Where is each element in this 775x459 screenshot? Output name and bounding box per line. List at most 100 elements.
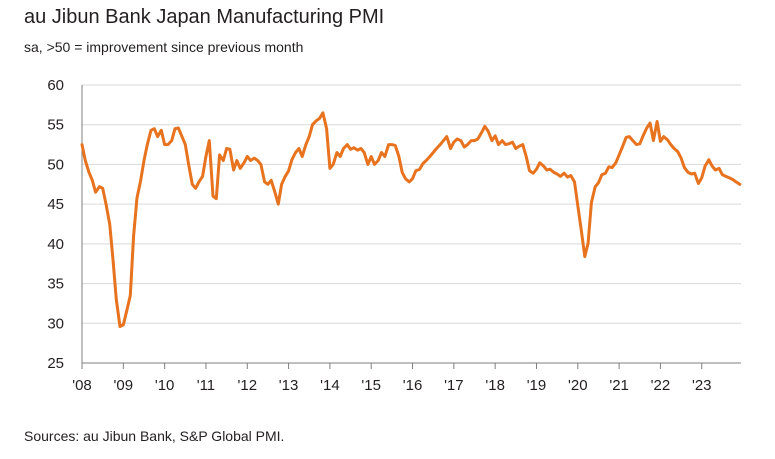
y-axis-ticks: 25 30 35 40 45 50 55 60 xyxy=(47,77,64,372)
data-point xyxy=(232,169,235,172)
data-point xyxy=(666,138,669,141)
y-tick-label: 30 xyxy=(47,315,64,332)
data-point xyxy=(738,183,741,186)
data-point xyxy=(569,174,572,177)
data-point xyxy=(218,153,221,156)
data-point xyxy=(94,191,97,194)
data-point xyxy=(573,180,576,183)
data-point xyxy=(707,158,710,161)
data-point xyxy=(449,147,452,150)
x-tick-label: '20 xyxy=(568,377,588,394)
data-point xyxy=(490,139,493,142)
y-tick-label: 50 xyxy=(47,156,64,173)
data-point xyxy=(301,155,304,158)
data-point xyxy=(194,187,197,190)
data-point xyxy=(201,175,204,178)
data-point xyxy=(718,167,721,170)
data-point xyxy=(645,126,648,129)
data-point xyxy=(669,143,672,146)
data-point xyxy=(583,255,586,258)
data-point xyxy=(108,223,111,226)
data-point xyxy=(414,169,417,172)
data-point xyxy=(404,177,407,180)
data-point xyxy=(394,144,397,147)
data-point xyxy=(476,138,479,141)
data-point xyxy=(132,234,135,237)
data-point xyxy=(91,179,94,182)
data-point xyxy=(418,168,421,171)
data-point xyxy=(466,143,469,146)
data-point xyxy=(215,197,218,200)
data-point xyxy=(139,179,142,182)
data-point xyxy=(243,161,246,164)
data-point xyxy=(225,147,228,150)
data-point xyxy=(352,146,355,149)
data-point xyxy=(628,135,631,138)
data-point xyxy=(249,159,252,162)
data-point xyxy=(594,185,597,188)
y-tick-label: 25 xyxy=(47,355,64,372)
data-point xyxy=(181,135,184,138)
data-point xyxy=(673,147,676,150)
data-point xyxy=(290,158,293,161)
data-point xyxy=(328,167,331,170)
x-tick-label: '11 xyxy=(197,377,215,394)
data-point xyxy=(411,177,414,180)
data-point xyxy=(115,298,118,301)
data-point xyxy=(246,155,249,158)
data-point xyxy=(494,134,497,137)
grid-lines xyxy=(82,84,741,324)
data-point xyxy=(470,139,473,142)
data-point xyxy=(136,196,139,199)
data-point xyxy=(607,165,610,168)
data-point xyxy=(235,159,238,162)
data-point xyxy=(662,135,665,138)
data-point xyxy=(442,139,445,142)
data-point xyxy=(556,173,559,176)
data-point xyxy=(156,135,159,138)
data-point xyxy=(631,139,634,142)
series-layer xyxy=(80,111,742,328)
data-point xyxy=(174,127,177,130)
data-point xyxy=(504,143,507,146)
data-point xyxy=(212,195,215,198)
data-point xyxy=(697,182,700,185)
source-note: Sources: au Jibun Bank, S&P Global PMI. xyxy=(24,428,285,444)
data-point xyxy=(528,169,531,172)
data-point xyxy=(638,142,641,145)
data-point xyxy=(105,203,108,206)
data-point xyxy=(408,180,411,183)
data-point xyxy=(150,129,153,132)
data-point xyxy=(642,134,645,137)
data-point xyxy=(270,179,273,182)
data-point xyxy=(239,167,242,170)
chart-subtitle: sa, >50 = improvement since previous mon… xyxy=(24,39,304,55)
data-point xyxy=(318,117,321,120)
data-point xyxy=(587,242,590,245)
data-point xyxy=(635,143,638,146)
data-point xyxy=(704,165,707,168)
data-point xyxy=(346,143,349,146)
data-point xyxy=(421,162,424,165)
data-point xyxy=(590,201,593,204)
data-point xyxy=(690,173,693,176)
data-point xyxy=(511,141,514,144)
data-point xyxy=(359,147,362,150)
data-point xyxy=(377,159,380,162)
data-point xyxy=(208,139,211,142)
data-point xyxy=(197,180,200,183)
data-point xyxy=(728,176,731,179)
data-point xyxy=(621,146,624,149)
data-point xyxy=(146,143,149,146)
data-point xyxy=(559,175,562,178)
data-point xyxy=(435,147,438,150)
y-tick-label: 40 xyxy=(47,236,64,253)
data-point xyxy=(177,126,180,129)
data-point xyxy=(459,139,462,142)
data-point xyxy=(129,294,132,297)
data-point xyxy=(549,168,552,171)
data-point xyxy=(507,142,510,145)
data-point xyxy=(514,147,517,150)
data-point xyxy=(160,129,163,132)
